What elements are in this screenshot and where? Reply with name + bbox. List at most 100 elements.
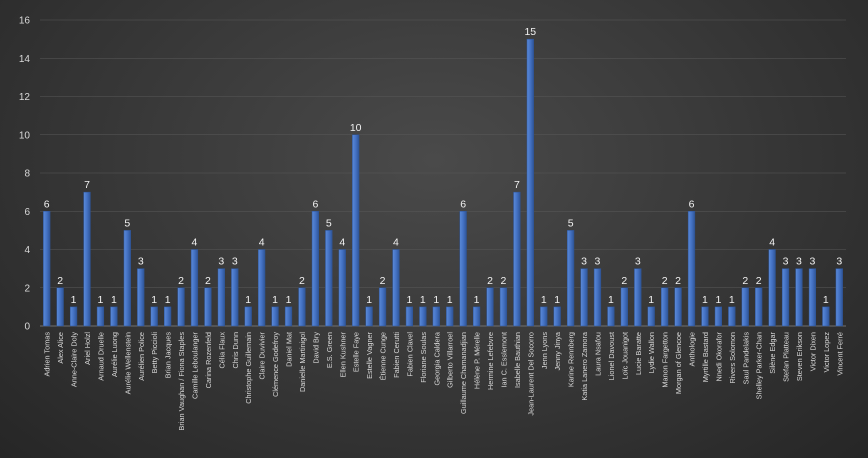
data-label: 6	[312, 198, 318, 210]
y-tick-label: 0	[24, 322, 30, 333]
bar	[164, 306, 172, 327]
data-label: 2	[487, 275, 493, 287]
bar	[714, 306, 722, 327]
x-tick-label: Gilberto Villarroel	[446, 332, 455, 388]
x-tick-label: Lionel Davoust	[607, 332, 616, 380]
x-tick-label: Stefan Platteau	[782, 332, 791, 382]
bar	[365, 306, 373, 327]
data-label: 2	[299, 275, 305, 287]
x-tick-label: Nnedi Okorafor	[714, 331, 723, 381]
bar	[258, 249, 266, 327]
bar	[593, 268, 602, 327]
x-tick-label: Loïc Jouanigot	[620, 332, 629, 379]
data-label: 6	[44, 198, 50, 210]
x-tick-label: Claire Duvivier	[258, 331, 267, 379]
data-label: 1	[151, 294, 157, 306]
x-tick-label: Arnaud Druelle	[96, 332, 105, 381]
bar	[728, 306, 736, 327]
x-tick-label: Alex Alice	[56, 332, 65, 364]
x-tick-label: Victor Lopez	[822, 332, 831, 373]
data-label: 2	[675, 275, 681, 287]
bar	[244, 306, 252, 327]
bar	[419, 306, 427, 327]
bar	[137, 268, 145, 327]
x-tick-label: Daniel Mat	[285, 332, 294, 367]
bar	[123, 230, 131, 327]
x-tick-label: Myrtille Bastard	[701, 332, 710, 382]
data-label: 1	[366, 294, 372, 306]
data-label: 4	[339, 237, 345, 249]
data-label: 1	[245, 294, 251, 306]
data-label: 1	[541, 294, 547, 306]
bar	[781, 268, 790, 327]
bar	[755, 287, 763, 327]
y-tick-label: 2	[24, 283, 30, 294]
data-label: 3	[783, 256, 789, 268]
x-tick-label: Fabien Clavel	[405, 332, 414, 377]
bar	[459, 211, 467, 327]
bar	[661, 287, 669, 327]
x-tick-label: Jenn Lyons	[540, 332, 549, 369]
y-tick-label: 8	[24, 169, 30, 180]
data-label: 1	[729, 294, 735, 306]
data-label: 1	[648, 294, 654, 306]
data-label: 7	[84, 179, 90, 191]
bar	[204, 287, 212, 327]
data-label: 2	[205, 275, 211, 287]
x-tick-label: Vincent Ferré	[835, 332, 844, 376]
data-label: 3	[218, 256, 224, 268]
data-label: 1	[433, 294, 439, 306]
x-tick-label: Hermine Lefebvre	[486, 332, 495, 390]
bars	[43, 38, 843, 327]
bar	[298, 287, 306, 327]
bar	[634, 268, 642, 327]
bar	[432, 306, 440, 327]
gridlines	[40, 19, 846, 327]
bar	[472, 306, 481, 327]
data-label: 1	[608, 294, 614, 306]
x-tick-label: Georgia Caldera	[432, 331, 441, 385]
bar	[526, 38, 534, 327]
bar	[768, 249, 776, 327]
bar	[405, 306, 414, 327]
x-tick-label: Morgan of Glencoe	[674, 332, 683, 394]
bar	[567, 230, 575, 327]
x-tick-label: Estelle Vagner	[365, 331, 374, 378]
data-label: 7	[514, 179, 520, 191]
bar	[446, 306, 454, 327]
bar	[607, 306, 615, 327]
x-tick-label: Estelle Faye	[352, 332, 361, 372]
data-label: 1	[702, 294, 708, 306]
x-tick-label: Aurélie Wellenstein	[123, 332, 132, 394]
x-tick-label: David Bry	[311, 332, 320, 364]
bar	[190, 249, 199, 327]
data-label: 1	[420, 294, 426, 306]
bar	[325, 230, 333, 327]
bar	[96, 306, 105, 327]
bar	[338, 249, 346, 327]
bar	[83, 191, 91, 327]
x-tick-label: Katia Lanero Zamora	[580, 331, 589, 400]
data-label: 4	[192, 237, 198, 249]
bar	[687, 211, 696, 327]
bar	[56, 287, 64, 327]
x-tick-label: Guillaume Chamanadjian	[459, 332, 468, 414]
data-label: 4	[259, 237, 265, 249]
data-label: 1	[111, 294, 117, 306]
x-tick-label: Jenny Jinya	[553, 331, 562, 370]
x-tick-label: Floriane Soulas	[419, 332, 428, 383]
x-tick-label: Clémence Godefroy	[271, 332, 280, 397]
data-label: 3	[232, 256, 238, 268]
data-label: 3	[836, 256, 842, 268]
x-tick-label: Ian C. Esslemont	[499, 332, 508, 388]
x-tick-label: Aurélien Police	[137, 332, 146, 381]
bar	[540, 306, 548, 327]
y-tick-label: 16	[19, 16, 31, 27]
data-label: 10	[350, 122, 362, 134]
data-label: 3	[809, 256, 815, 268]
x-tick-label: Laura Nsafou	[593, 332, 602, 376]
bar	[674, 287, 682, 327]
y-tick-label: 6	[24, 207, 30, 218]
